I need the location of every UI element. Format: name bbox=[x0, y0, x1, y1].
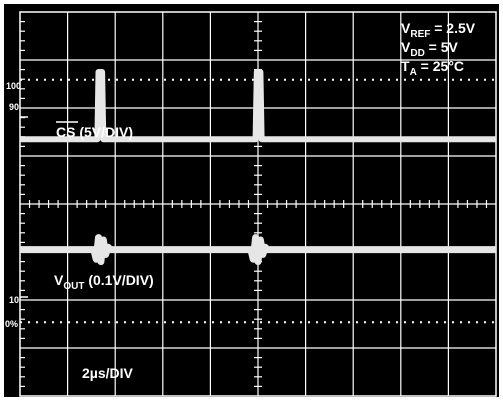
trace-point-vout bbox=[259, 239, 261, 241]
vout-main: V bbox=[54, 272, 64, 288]
marker-0-percent: 0% bbox=[5, 319, 18, 329]
vdd-value: = 5V bbox=[425, 39, 459, 55]
cs-name: CS bbox=[56, 124, 75, 140]
trace-point-cs bbox=[262, 138, 264, 140]
trace-point-vout bbox=[93, 249, 95, 251]
trace-point-vout bbox=[252, 258, 254, 260]
trace-point-cs bbox=[97, 71, 100, 73]
vref-annotation: VREF = 2.5V bbox=[401, 20, 476, 40]
trace-point-vout bbox=[100, 261, 102, 263]
trace-point-vout bbox=[19, 249, 21, 251]
vout-label: VOUT (0.1V/DIV) bbox=[54, 272, 154, 292]
trace-point-cs bbox=[101, 71, 103, 73]
trace-point-vout bbox=[495, 249, 497, 251]
vref-sub: REF bbox=[410, 29, 430, 40]
trace-point-cs bbox=[96, 138, 98, 140]
trace-point-vout bbox=[97, 237, 100, 239]
trace-point-cs bbox=[256, 71, 258, 73]
svg-text:CS (5V/DIV): CS (5V/DIV) bbox=[56, 124, 133, 140]
trace-point-vout bbox=[250, 249, 252, 251]
svg-text:TA = 25°C: TA = 25°C bbox=[401, 58, 464, 78]
ta-main: T bbox=[401, 58, 410, 74]
trace-point-cs bbox=[261, 138, 263, 140]
trace-point-vout bbox=[95, 258, 97, 260]
vdd-main: V bbox=[401, 39, 411, 55]
ta-sub: A bbox=[410, 67, 417, 78]
trace-point-vout bbox=[107, 246, 109, 248]
vref-value: = 2.5V bbox=[430, 20, 475, 36]
trace-vout bbox=[20, 234, 496, 266]
trace-point-vout bbox=[257, 261, 259, 263]
cs-label: CS (5V/DIV) bbox=[56, 121, 133, 140]
trace-point-cs bbox=[259, 71, 261, 73]
vout-sub: OUT bbox=[63, 281, 84, 292]
trace-point-cs bbox=[255, 138, 257, 140]
trace-point-cs bbox=[19, 138, 21, 140]
trace-point-vout bbox=[262, 253, 264, 255]
ta-value: = 25°C bbox=[417, 58, 464, 74]
vref-main: V bbox=[401, 20, 411, 36]
cs-scale: (5V/DIV) bbox=[75, 124, 133, 140]
traces bbox=[19, 69, 497, 266]
trace-point-vout bbox=[266, 249, 269, 251]
trace-point-cs bbox=[495, 138, 497, 140]
ta-annotation: TA = 25°C bbox=[401, 58, 464, 78]
trace-point-cs bbox=[94, 138, 96, 140]
svg-text:VDD = 5V: VDD = 5V bbox=[401, 39, 459, 59]
trace-point-vout bbox=[105, 253, 107, 255]
trace-point-vout bbox=[109, 249, 111, 251]
trace-point-cs bbox=[102, 138, 104, 140]
vdd-annotation: VDD = 5V bbox=[401, 39, 459, 59]
vdd-sub: DD bbox=[410, 48, 424, 59]
trace-point-vout bbox=[264, 246, 266, 248]
trace-point-vout bbox=[102, 239, 104, 241]
marker-10: 10 bbox=[9, 295, 19, 305]
svg-text:VREF = 2.5V: VREF = 2.5V bbox=[401, 20, 476, 40]
trace-point-vout bbox=[255, 237, 257, 239]
svg-text:VOUT (0.1V/DIV): VOUT (0.1V/DIV) bbox=[54, 272, 154, 292]
trace-cs bbox=[20, 69, 496, 143]
timebase-label: 2µs/DIV bbox=[82, 365, 134, 381]
marker-100: 100 bbox=[6, 81, 21, 91]
trace-point-cs bbox=[103, 138, 106, 140]
marker-90: 90 bbox=[9, 102, 19, 112]
trace-point-cs bbox=[251, 138, 253, 140]
vout-scale: (0.1V/DIV) bbox=[84, 272, 153, 288]
